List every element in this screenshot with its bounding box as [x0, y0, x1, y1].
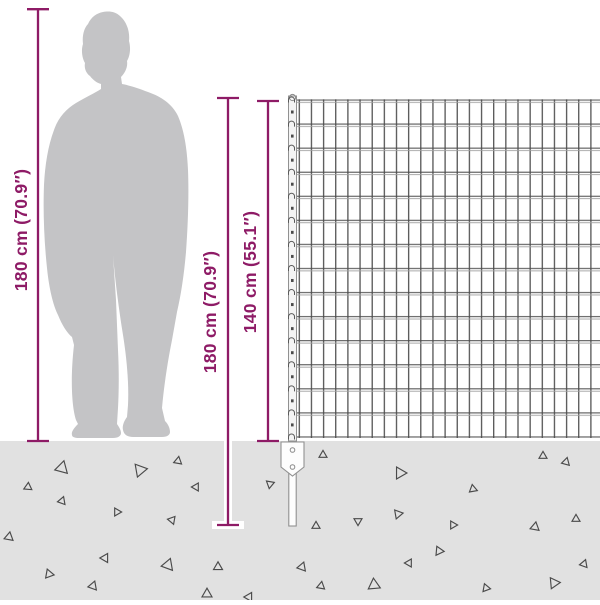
post-rivet-dot [291, 231, 294, 234]
post-rivet-dot [291, 159, 294, 162]
post-rivet-dot [291, 111, 294, 114]
dimension-label-person-height: 180 cm (70.9″) [11, 169, 31, 292]
person-silhouette [44, 11, 189, 438]
post-rivet-dot [291, 399, 294, 402]
post-rivet-dot [291, 255, 294, 258]
post-rivet-dot [291, 327, 294, 330]
ground-stake [289, 470, 296, 526]
dimension-person-height: 180 cm (70.9″) [11, 9, 49, 441]
post-rivet-dot [291, 207, 294, 210]
post-rivet-dot [291, 423, 294, 426]
dimension-line [257, 101, 279, 441]
post-rivet-dot [291, 303, 294, 306]
post-rivet-dot [291, 375, 294, 378]
fence-mesh-panel [297, 99, 600, 438]
dimension-label-post-height: 180 cm (70.9″) [200, 251, 220, 374]
dimension-fence-height: 140 cm (55.1″) [240, 101, 279, 441]
fence-post [289, 94, 297, 441]
dimension-label-fence-height: 140 cm (55.1″) [240, 211, 260, 334]
post-rivet-dot [291, 279, 294, 282]
post-rivet-dot [291, 351, 294, 354]
post-rivet-dot [291, 135, 294, 138]
post-body [289, 96, 297, 441]
post-rivet-dot [291, 183, 294, 186]
